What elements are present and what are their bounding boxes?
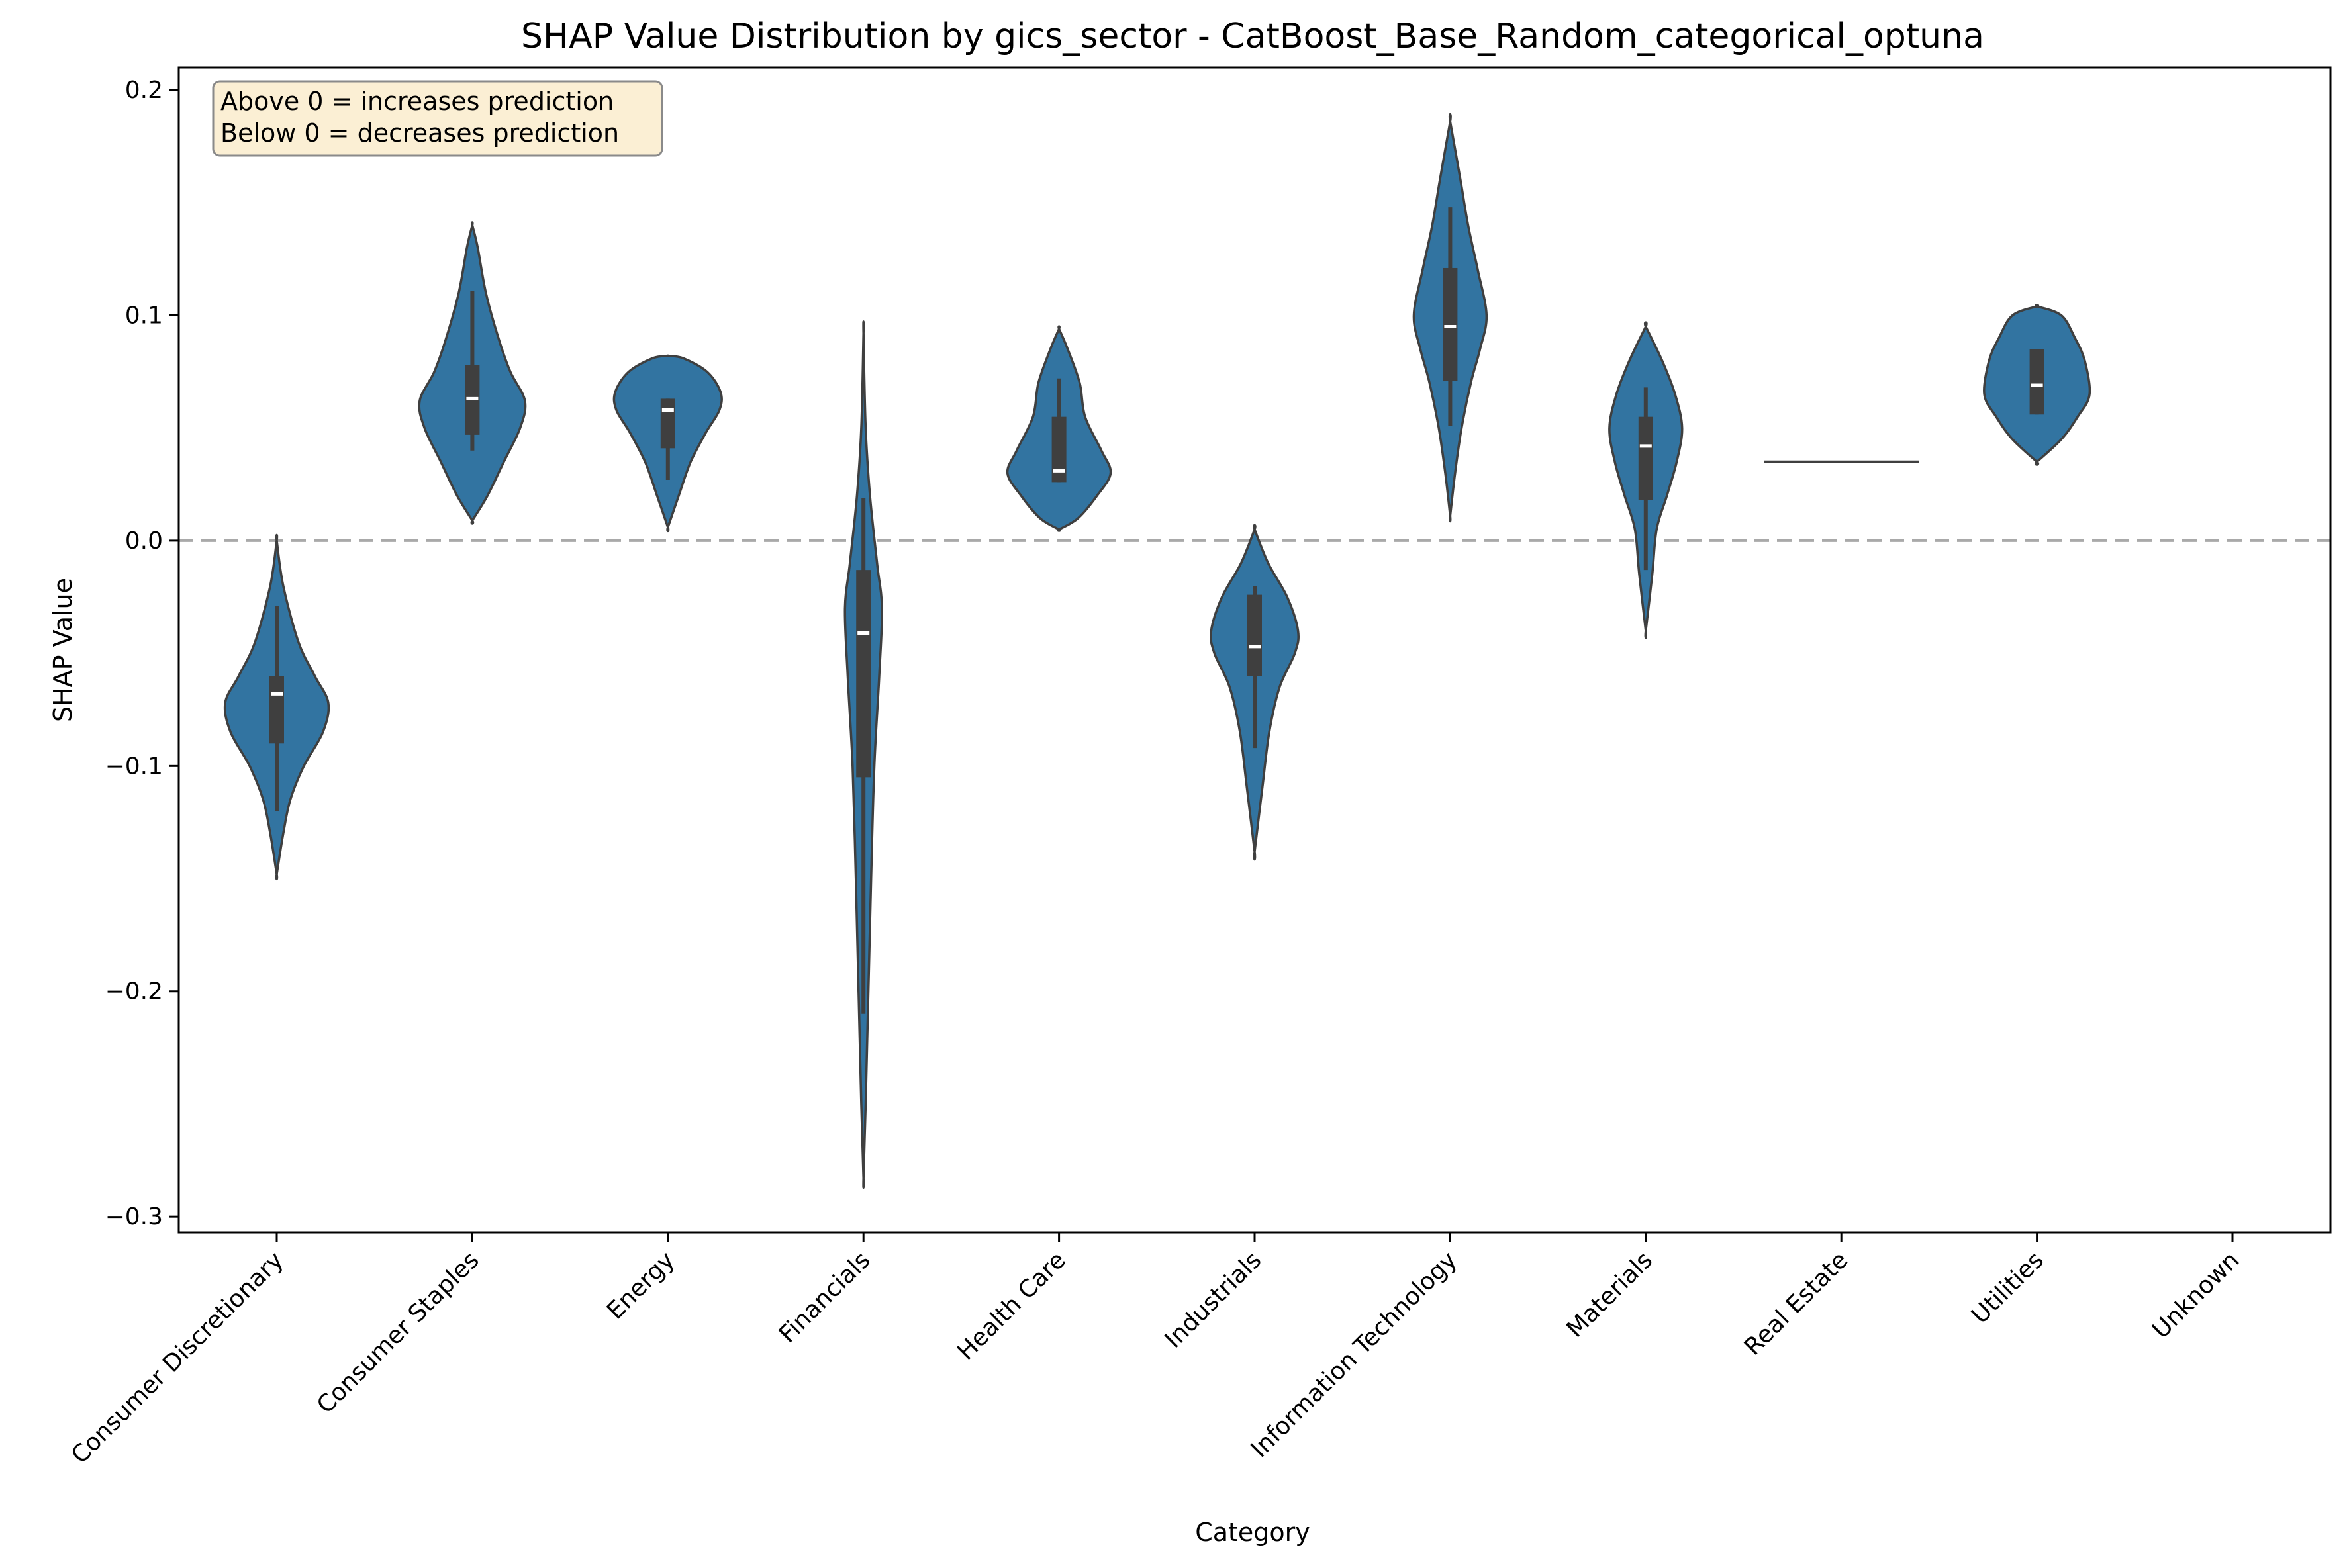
annotation-line-1: Above 0 = increases prediction (220, 87, 614, 116)
y-tick-label: 0.2 (125, 77, 163, 104)
y-axis: 0.2 0.1 0.0 −0.1 −0.2 −0.3 (105, 77, 179, 1230)
violin-iqr-box (1051, 416, 1067, 483)
annotation-line-2: Below 0 = decreases prediction (220, 118, 619, 148)
y-tick-label: −0.1 (105, 753, 163, 780)
violin-group (1209, 524, 1300, 861)
y-tick-label: 0.0 (125, 528, 163, 555)
violin-iqr-box (856, 570, 871, 778)
violin-iqr-box (1443, 267, 1458, 381)
violin-iqr-box (269, 676, 284, 744)
violin-group (1983, 304, 2091, 466)
violins-layer (223, 113, 2091, 1189)
y-tick-label: −0.3 (105, 1203, 163, 1230)
y-axis-label: SHAP Value (48, 578, 77, 722)
violin-group (1006, 325, 1112, 532)
annotation-box: Above 0 = increases prediction Below 0 =… (212, 80, 663, 157)
x-axis-label: Category (1195, 1518, 1310, 1547)
violin-group (223, 533, 330, 881)
violin-group (612, 354, 723, 533)
y-tick-label: 0.1 (125, 302, 163, 329)
violin-iqr-box (1638, 416, 1653, 500)
violin-group (843, 320, 883, 1189)
chart-title: SHAP Value Distribution by gics_sector -… (521, 17, 1984, 56)
violin-iqr-box (2029, 349, 2044, 415)
violin-group (418, 221, 527, 525)
violin-group (1608, 321, 1684, 639)
annotation-box-background (212, 80, 663, 157)
violin-group (1412, 113, 1488, 523)
violin-iqr-box (660, 398, 675, 449)
violin-iqr-box (1247, 594, 1262, 676)
y-tick-label: −0.2 (105, 978, 163, 1005)
